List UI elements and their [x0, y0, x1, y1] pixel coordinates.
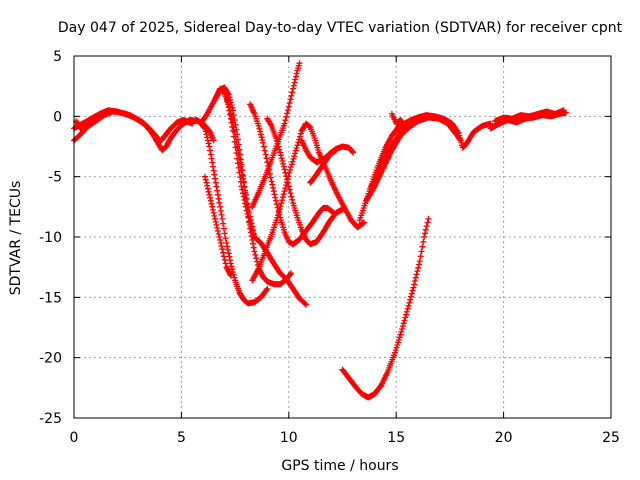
series-5-markers — [202, 173, 234, 279]
y-axis-label: SDTVAR / TECUs — [8, 181, 24, 296]
series-15 — [307, 147, 340, 186]
series-1 — [71, 108, 202, 154]
series-16 — [339, 215, 432, 401]
x-tick-label: 25 — [602, 430, 620, 446]
series-13-markers — [264, 115, 346, 248]
y-tick-label: -20 — [39, 351, 62, 367]
series-9-markers — [221, 89, 258, 240]
y-tick-label: -15 — [39, 290, 62, 306]
series-7 — [197, 84, 294, 288]
series-6 — [197, 120, 271, 307]
x-tick-label: 20 — [495, 430, 513, 446]
series-13 — [264, 115, 346, 248]
series-7-markers — [197, 84, 294, 288]
series-17-markers — [356, 112, 494, 224]
grid-lines — [74, 56, 611, 418]
series-9 — [221, 89, 258, 240]
x-axis-label: GPS time / hours — [281, 458, 398, 474]
series-15-markers — [307, 147, 340, 186]
chart-title: Day 047 of 2025, Sidereal Day-to-day VTE… — [58, 20, 623, 36]
series-12-markers — [247, 101, 337, 248]
series-12 — [247, 101, 337, 248]
series-19-markers — [367, 119, 410, 192]
axis-ticks: 0 5 10 15 20 25 5 0 -5 -10 -15 -20 -25 — [39, 49, 620, 446]
x-tick-label: 10 — [280, 430, 298, 446]
y-tick-label: -10 — [39, 230, 62, 246]
series-5 — [202, 173, 234, 279]
x-tick-label: 5 — [177, 430, 186, 446]
series-16-markers — [339, 215, 432, 401]
series-17 — [356, 112, 494, 224]
series-1-markers — [71, 108, 202, 154]
y-tick-label: -5 — [48, 170, 62, 186]
y-tick-label: 0 — [53, 109, 62, 125]
series-22-markers — [492, 107, 567, 125]
series-20-markers — [388, 110, 410, 131]
y-tick-label: 5 — [53, 49, 62, 65]
series-20 — [388, 110, 410, 131]
data-series — [71, 60, 569, 401]
series-19 — [367, 119, 410, 192]
x-tick-label: 0 — [70, 430, 79, 446]
series-6-markers — [197, 120, 271, 307]
x-tick-label: 15 — [387, 430, 405, 446]
series-3-markers — [73, 118, 95, 132]
series-22 — [492, 107, 567, 125]
y-tick-label: -25 — [39, 411, 62, 427]
series-3 — [73, 118, 95, 132]
